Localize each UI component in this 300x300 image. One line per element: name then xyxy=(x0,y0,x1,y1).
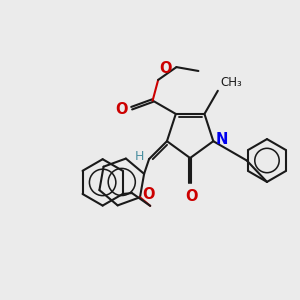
Text: N: N xyxy=(216,133,228,148)
Text: O: O xyxy=(159,61,172,76)
Text: O: O xyxy=(185,189,197,204)
Text: O: O xyxy=(116,102,128,117)
Text: O: O xyxy=(142,187,155,202)
Text: H: H xyxy=(134,150,144,163)
Text: CH₃: CH₃ xyxy=(220,76,242,89)
